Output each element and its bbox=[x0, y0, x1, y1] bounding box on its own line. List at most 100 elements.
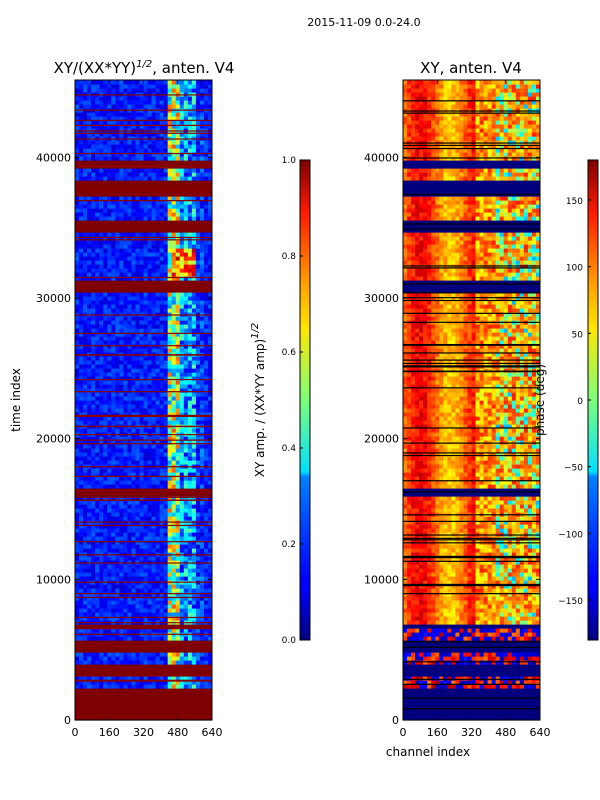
heatmap-cell bbox=[127, 276, 132, 281]
heatmap-cell bbox=[95, 252, 100, 257]
heatmap-cell bbox=[523, 680, 529, 685]
heatmap-cell bbox=[199, 152, 205, 157]
heatmap-cell bbox=[99, 216, 104, 221]
flag-stripe bbox=[75, 622, 212, 624]
heatmap-cell bbox=[79, 572, 84, 577]
heatmap-cell bbox=[187, 292, 193, 297]
flag-stripe bbox=[75, 130, 212, 132]
heatmap-cell bbox=[87, 316, 92, 321]
heatmap-cell bbox=[179, 140, 185, 145]
heatmap-cell bbox=[163, 528, 169, 533]
heatmap-cell bbox=[83, 684, 88, 689]
heatmap-cell bbox=[171, 200, 177, 205]
heatmap-cell bbox=[159, 444, 165, 449]
heatmap-cell bbox=[91, 600, 96, 605]
heatmap-cell bbox=[131, 384, 136, 389]
heatmap-cell bbox=[123, 572, 128, 577]
flagged-band-cell bbox=[75, 708, 212, 713]
heatmap-cell bbox=[203, 412, 209, 417]
heatmap-cell bbox=[103, 600, 108, 605]
heatmap-cell bbox=[199, 324, 205, 329]
heatmap-cell bbox=[171, 608, 177, 613]
heatmap-cell bbox=[135, 548, 140, 553]
heatmap-cell bbox=[83, 376, 88, 381]
heatmap-cell bbox=[175, 536, 181, 541]
heatmap-cell bbox=[191, 92, 197, 97]
heatmap-cell bbox=[135, 404, 140, 409]
heatmap-cell bbox=[95, 448, 100, 453]
heatmap-cell bbox=[163, 376, 169, 381]
left-xtick-label: 160 bbox=[99, 726, 120, 739]
heatmap-cell bbox=[95, 604, 100, 609]
heatmap-cell bbox=[127, 300, 132, 305]
heatmap-cell bbox=[191, 212, 197, 217]
heatmap-cell bbox=[127, 96, 132, 101]
heatmap-cell bbox=[139, 328, 144, 333]
heatmap-cell bbox=[119, 100, 124, 105]
heatmap-cell bbox=[79, 604, 84, 609]
heatmap-cell bbox=[131, 364, 136, 369]
heatmap-cell bbox=[119, 96, 124, 101]
heatmap-cell bbox=[103, 216, 108, 221]
heatmap-cell bbox=[87, 476, 92, 481]
heatmap-cell bbox=[179, 168, 185, 173]
heatmap-cell bbox=[139, 120, 144, 125]
heatmap-cell bbox=[87, 440, 92, 445]
heatmap-cell bbox=[127, 200, 132, 205]
heatmap-cell bbox=[191, 436, 197, 441]
heatmap-cell bbox=[171, 320, 177, 325]
heatmap-cell bbox=[75, 600, 80, 605]
heatmap-cell bbox=[95, 92, 100, 97]
flag-stripe bbox=[75, 200, 212, 202]
heatmap-cell bbox=[79, 100, 84, 105]
heatmap-cell bbox=[175, 576, 181, 581]
heatmap-cell bbox=[463, 676, 468, 681]
heatmap-cell bbox=[95, 556, 100, 561]
heatmap-cell bbox=[191, 616, 197, 621]
heatmap-cell bbox=[147, 124, 153, 129]
heatmap-cell bbox=[75, 100, 80, 105]
heatmap-cell bbox=[155, 168, 161, 173]
heatmap-cell bbox=[127, 296, 132, 301]
heatmap-cell bbox=[131, 336, 136, 341]
heatmap-cell bbox=[155, 300, 161, 305]
heatmap-cell bbox=[187, 392, 193, 397]
heatmap-cell bbox=[191, 396, 197, 401]
flag-stripe bbox=[75, 439, 212, 441]
heatmap-cell bbox=[79, 444, 84, 449]
heatmap-cell bbox=[131, 612, 136, 617]
heatmap-cell bbox=[203, 544, 209, 549]
heatmap-cell bbox=[107, 484, 112, 489]
heatmap-cell bbox=[75, 340, 80, 345]
heatmap-cell bbox=[79, 588, 84, 593]
heatmap-cell bbox=[119, 528, 124, 533]
heatmap-cell bbox=[191, 292, 197, 297]
heatmap-cell bbox=[83, 616, 88, 621]
heatmap-cell bbox=[107, 92, 112, 97]
heatmap-cell bbox=[131, 204, 136, 209]
heatmap-cell bbox=[183, 300, 189, 305]
heatmap-cell bbox=[495, 680, 501, 685]
heatmap-cell bbox=[199, 244, 205, 249]
heatmap-cell bbox=[131, 656, 136, 661]
heatmap-cell bbox=[163, 408, 169, 413]
heatmap-cell bbox=[187, 532, 193, 537]
heatmap-cell bbox=[175, 572, 181, 577]
heatmap-cell bbox=[175, 152, 181, 157]
heatmap-cell bbox=[111, 204, 116, 209]
heatmap-cell bbox=[119, 500, 124, 505]
heatmap-cell bbox=[203, 472, 209, 477]
heatmap-cell bbox=[87, 516, 92, 521]
heatmap-cell bbox=[155, 452, 161, 457]
heatmap-cell bbox=[143, 156, 149, 161]
flagged-band-cell bbox=[75, 180, 212, 185]
heatmap-cell bbox=[155, 500, 161, 505]
heatmap-cell bbox=[163, 448, 169, 453]
heatmap-cell bbox=[111, 564, 116, 569]
heatmap-cell bbox=[443, 620, 448, 625]
heatmap-cell bbox=[155, 364, 161, 369]
heatmap-cell bbox=[159, 408, 165, 413]
heatmap-cell bbox=[91, 100, 96, 105]
heatmap-cell bbox=[135, 320, 140, 325]
heatmap-cell bbox=[143, 144, 149, 149]
